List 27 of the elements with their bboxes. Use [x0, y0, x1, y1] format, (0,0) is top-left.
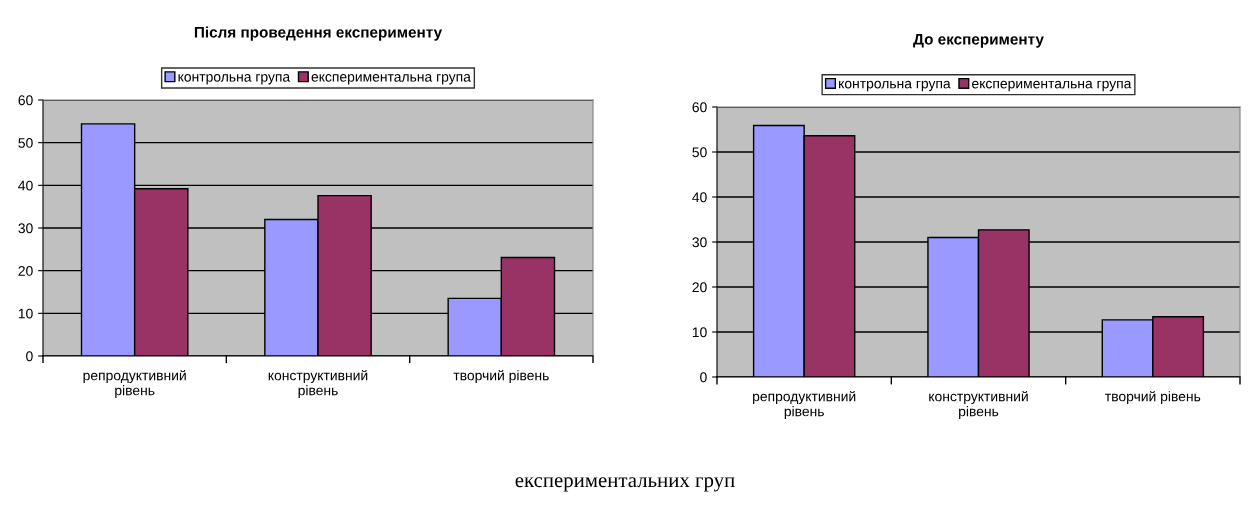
legend-label: контрольна група — [178, 74, 291, 85]
y-tick-label: 0 — [26, 351, 33, 362]
legend-label: експериментальна група — [972, 80, 1132, 92]
x-tick-label: творчий рівень — [453, 369, 549, 384]
x-tick-label: конструктивний рівень — [929, 390, 1028, 420]
y-tick-label: 30 — [692, 237, 707, 248]
x-tick-label: репродуктивний рівень — [753, 390, 856, 420]
y-tick-label: 10 — [18, 308, 33, 319]
y-tick-label: 40 — [692, 192, 707, 203]
y-tick-label: 60 — [18, 95, 33, 106]
y-tick-label: 60 — [692, 102, 707, 113]
y-tick-label: 50 — [18, 138, 33, 148]
y-tick-label: 20 — [692, 282, 707, 293]
legend-label: експериментальна група — [311, 74, 471, 85]
chart-title: Після проведення експерименту — [194, 26, 443, 41]
y-tick-label: 10 — [692, 327, 707, 338]
x-tick-label: репродуктивний рівень — [83, 369, 186, 399]
y-tick-label: 50 — [692, 147, 707, 158]
x-tick-label: конструктивний рівень — [268, 369, 368, 399]
y-tick-label: 30 — [18, 223, 33, 234]
y-tick-label: 20 — [18, 266, 33, 276]
x-tick-label: творчий рівень — [1105, 390, 1201, 405]
text: експериментальних груп — [515, 477, 735, 492]
legend-label: контрольна група — [839, 80, 951, 92]
chart-title: До експерименту — [913, 33, 1044, 48]
y-tick-label: 0 — [700, 372, 707, 383]
y-tick-label: 40 — [18, 180, 33, 191]
